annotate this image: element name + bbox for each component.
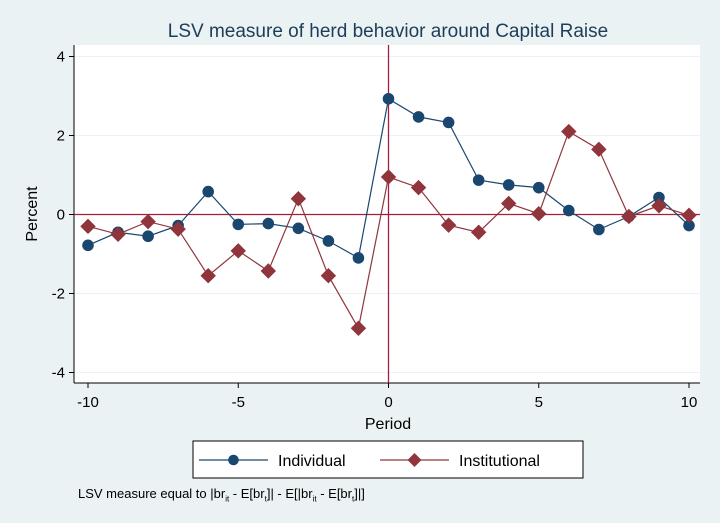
point-institutional bbox=[651, 198, 667, 214]
point-individual bbox=[82, 239, 94, 252]
point-institutional bbox=[110, 226, 126, 242]
footnote-text-4: - E[br bbox=[316, 486, 352, 501]
point-individual bbox=[352, 252, 365, 264]
chart-title: LSV measure of herd behavior around Capi… bbox=[168, 21, 608, 42]
point-individual bbox=[563, 204, 575, 217]
y-tick-label: -4 bbox=[52, 365, 65, 382]
x-tick-label: -5 bbox=[232, 394, 245, 411]
point-institutional bbox=[140, 213, 156, 230]
y-tick-label: 2 bbox=[57, 128, 65, 145]
point-individual bbox=[532, 181, 545, 194]
point-institutional bbox=[290, 190, 307, 207]
point-institutional bbox=[320, 268, 337, 284]
point-institutional bbox=[681, 207, 697, 223]
footnote-text-1: LSV measure equal to |br bbox=[78, 486, 226, 501]
point-institutional bbox=[410, 179, 427, 196]
point-individual bbox=[502, 179, 515, 191]
point-institutional bbox=[350, 320, 367, 336]
point-individual bbox=[232, 218, 245, 231]
point-individual bbox=[142, 230, 154, 243]
footnote-text-5: ]|] bbox=[354, 486, 365, 501]
y-axis-label: Percent bbox=[24, 186, 41, 242]
x-tick-label: -10 bbox=[77, 394, 99, 411]
point-individual bbox=[262, 217, 275, 230]
point-institutional bbox=[380, 169, 397, 185]
legend-marker-individual bbox=[228, 454, 239, 466]
footnote: LSV measure equal to |brit - E[brt]| - E… bbox=[78, 486, 365, 504]
y-tick-label: -2 bbox=[52, 286, 65, 303]
point-individual bbox=[202, 185, 214, 198]
point-individual bbox=[442, 116, 455, 129]
x-tick-label: 10 bbox=[681, 394, 698, 411]
point-individual bbox=[322, 235, 335, 247]
legend-marker-institutional bbox=[407, 453, 422, 467]
footnote-sub-1: it bbox=[225, 494, 230, 504]
point-institutional bbox=[591, 141, 607, 158]
point-individual bbox=[593, 223, 605, 236]
point-individual bbox=[472, 174, 485, 186]
point-institutional bbox=[200, 268, 216, 284]
point-institutional bbox=[470, 224, 487, 240]
footnote-text-2: - E[br bbox=[229, 486, 265, 501]
point-individual bbox=[412, 111, 425, 123]
point-institutional bbox=[440, 217, 457, 233]
footnote-sub-4: t bbox=[352, 494, 355, 504]
footnote-sub-3: it bbox=[312, 494, 317, 504]
point-institutional bbox=[230, 243, 246, 259]
footnote-text-3: ]| - E[|br bbox=[266, 486, 313, 501]
x-tick-label: 5 bbox=[535, 394, 543, 411]
point-institutional bbox=[260, 263, 277, 279]
footnote-sub-2: t bbox=[264, 494, 267, 504]
y-tick-label: 4 bbox=[57, 49, 65, 66]
x-axis-label: Period bbox=[365, 416, 411, 433]
point-individual bbox=[382, 92, 395, 105]
legend-label-individual: Individual bbox=[278, 453, 346, 470]
point-institutional bbox=[531, 206, 547, 222]
legend-label-institutional: Institutional bbox=[459, 453, 540, 470]
point-institutional bbox=[500, 195, 517, 212]
point-institutional bbox=[621, 208, 637, 225]
point-individual bbox=[292, 222, 305, 235]
point-institutional bbox=[80, 218, 96, 235]
y-tick-label: 0 bbox=[57, 207, 65, 224]
point-institutional bbox=[561, 123, 577, 140]
x-tick-label: 0 bbox=[384, 394, 392, 411]
point-institutional bbox=[170, 221, 186, 237]
